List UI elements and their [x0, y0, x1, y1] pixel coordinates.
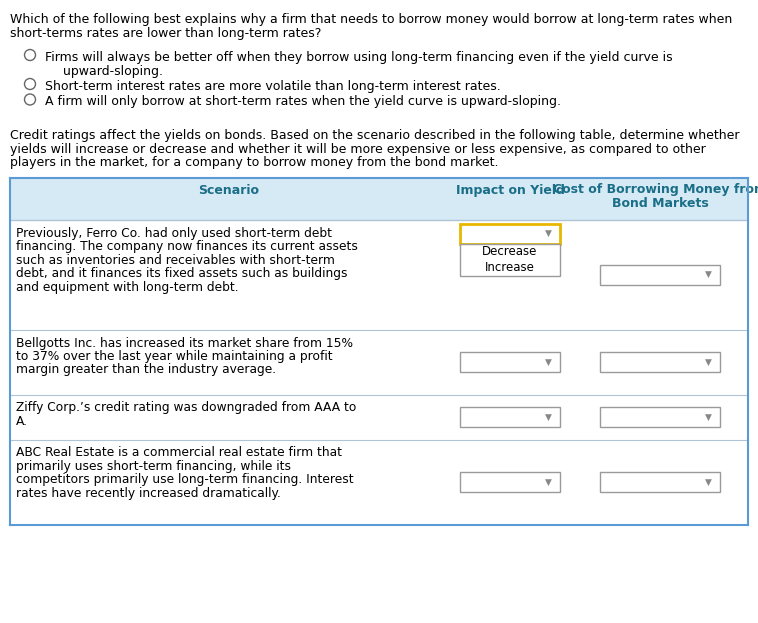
Text: primarily uses short-term financing, while its: primarily uses short-term financing, whi…	[16, 460, 291, 473]
Text: Firms will always be better off when they borrow using long-term financing even : Firms will always be better off when the…	[45, 51, 672, 64]
Text: margin greater than the industry average.: margin greater than the industry average…	[16, 363, 276, 376]
Text: short-terms rates are lower than long-term rates?: short-terms rates are lower than long-te…	[10, 27, 321, 39]
FancyBboxPatch shape	[600, 472, 720, 492]
Text: ▼: ▼	[544, 229, 551, 238]
Text: ▼: ▼	[705, 270, 712, 279]
Text: Bond Markets: Bond Markets	[612, 197, 709, 210]
Text: Scenario: Scenario	[199, 184, 259, 197]
Text: Bellgotts Inc. has increased its market share from 15%: Bellgotts Inc. has increased its market …	[16, 336, 353, 350]
Text: Cost of Borrowing Money from: Cost of Borrowing Money from	[553, 184, 758, 196]
Text: ▼: ▼	[705, 358, 712, 366]
FancyBboxPatch shape	[600, 352, 720, 372]
Text: Impact on Yield: Impact on Yield	[456, 184, 565, 197]
Text: Which of the following best explains why a firm that needs to borrow money would: Which of the following best explains why…	[10, 13, 732, 26]
FancyBboxPatch shape	[600, 407, 720, 427]
Text: ▼: ▼	[544, 358, 551, 366]
FancyBboxPatch shape	[460, 407, 560, 427]
Text: to 37% over the last year while maintaining a profit: to 37% over the last year while maintain…	[16, 350, 333, 363]
FancyBboxPatch shape	[10, 178, 748, 219]
Text: and equipment with long-term debt.: and equipment with long-term debt.	[16, 280, 239, 293]
Text: ▼: ▼	[705, 412, 712, 422]
Text: yields will increase or decrease and whether it will be more expensive or less e: yields will increase or decrease and whe…	[10, 143, 706, 156]
Text: such as inventories and receivables with short-term: such as inventories and receivables with…	[16, 254, 335, 267]
Text: A.: A.	[16, 415, 28, 428]
Text: ▼: ▼	[544, 412, 551, 422]
FancyBboxPatch shape	[460, 472, 560, 492]
Text: ABC Real Estate is a commercial real estate firm that: ABC Real Estate is a commercial real est…	[16, 447, 342, 460]
Text: debt, and it finances its fixed assets such as buildings: debt, and it finances its fixed assets s…	[16, 267, 347, 280]
FancyBboxPatch shape	[460, 352, 560, 372]
Text: financing. The company now finances its current assets: financing. The company now finances its …	[16, 240, 358, 253]
Text: Credit ratings affect the yields on bonds. Based on the scenario described in th: Credit ratings affect the yields on bond…	[10, 129, 740, 142]
Text: ▼: ▼	[544, 477, 551, 487]
Text: rates have recently increased dramatically.: rates have recently increased dramatical…	[16, 487, 281, 500]
Text: A firm will only borrow at short-term rates when the yield curve is upward-slopi: A firm will only borrow at short-term ra…	[45, 95, 561, 108]
Text: ▼: ▼	[705, 477, 712, 487]
Text: Short-term interest rates are more volatile than long-term interest rates.: Short-term interest rates are more volat…	[45, 80, 501, 93]
Text: upward-sloping.: upward-sloping.	[63, 65, 163, 77]
Text: Increase: Increase	[485, 261, 535, 274]
FancyBboxPatch shape	[460, 224, 560, 244]
Text: players in the market, for a company to borrow money from the bond market.: players in the market, for a company to …	[10, 156, 499, 169]
FancyBboxPatch shape	[600, 265, 720, 285]
Text: Previously, Ferro Co. had only used short-term debt: Previously, Ferro Co. had only used shor…	[16, 227, 332, 239]
FancyBboxPatch shape	[460, 244, 560, 275]
Text: competitors primarily use long-term financing. Interest: competitors primarily use long-term fina…	[16, 473, 354, 487]
Text: Decrease: Decrease	[482, 245, 537, 258]
Text: Ziffy Corp.’s credit rating was downgraded from AAA to: Ziffy Corp.’s credit rating was downgrad…	[16, 401, 356, 414]
